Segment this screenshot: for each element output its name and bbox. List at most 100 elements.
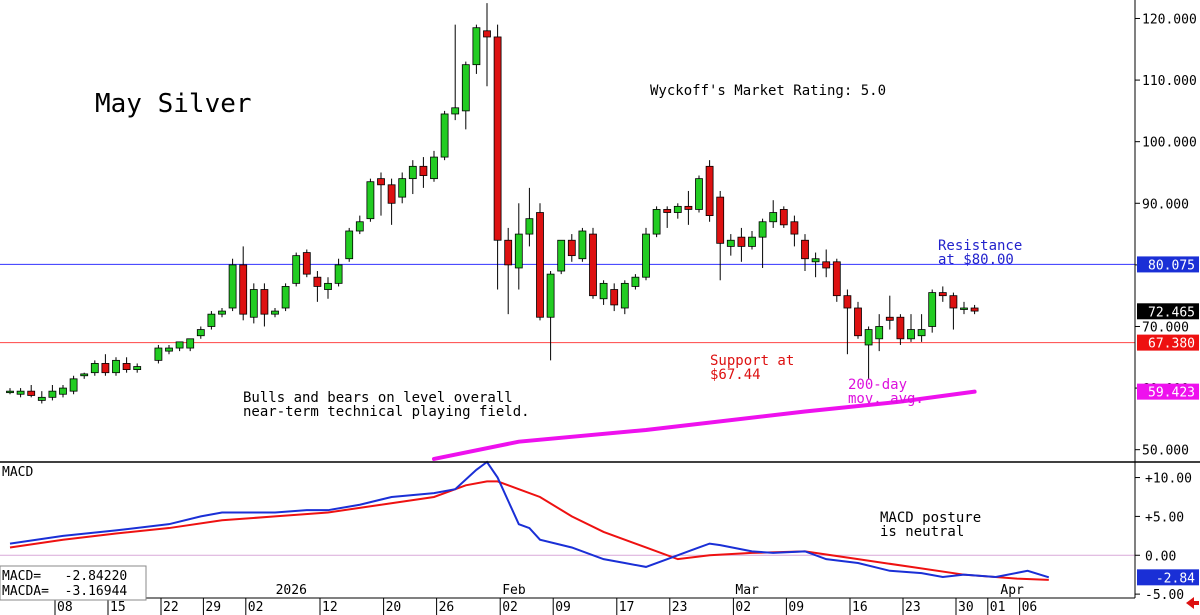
candle (610, 283, 619, 312)
candle (483, 3, 491, 87)
candle (726, 234, 735, 256)
candle-body (726, 239, 735, 247)
date-label: 08 (57, 600, 73, 615)
candle-body (896, 316, 905, 340)
date-label: 02 (735, 600, 751, 615)
candle-body (864, 329, 873, 346)
date-label: 17 (619, 600, 635, 615)
candle (334, 258, 343, 287)
candle-body (758, 221, 767, 238)
candle (695, 175, 703, 213)
candle (514, 203, 523, 290)
candle (960, 301, 968, 315)
candle-body (684, 205, 693, 210)
candle-body (292, 255, 301, 284)
candle (885, 295, 894, 330)
candle-body (27, 390, 36, 396)
price-tick-label: 70.000 (1142, 320, 1189, 335)
candle (175, 341, 184, 352)
candle-body (355, 221, 364, 232)
candle (16, 388, 25, 398)
candle (186, 338, 195, 352)
candle (599, 280, 608, 305)
candle (790, 215, 799, 247)
candle (408, 160, 417, 195)
candle (154, 344, 163, 364)
candle-body (737, 236, 746, 247)
candle-body (567, 239, 576, 257)
support-note-line1: Support at (710, 353, 794, 369)
candle (907, 314, 915, 342)
candle-body (451, 107, 460, 115)
chart-title: May Silver (95, 89, 252, 119)
candle (620, 280, 629, 315)
ma-note-line2: mov. avg. (848, 391, 924, 407)
candle (822, 249, 831, 278)
date-label: 22 (163, 600, 179, 615)
candle (536, 203, 544, 321)
resistance-note-line1: Resistance (938, 238, 1022, 254)
candle (387, 178, 396, 225)
candle-body (165, 347, 173, 352)
candle-body (843, 295, 852, 309)
macd-readout: MACD= -2.84220 MACDA= -3.16944 (0, 565, 147, 601)
candle-body (790, 221, 799, 235)
candle-body (716, 196, 725, 244)
candle (769, 200, 778, 228)
candle (854, 301, 862, 339)
candle-body (663, 209, 672, 213)
candle-body (101, 363, 110, 374)
macd-signal-line (9, 480, 1049, 581)
candle (440, 110, 449, 161)
candle-body (907, 329, 915, 340)
candle (27, 385, 36, 398)
candle-body (525, 218, 534, 235)
candle (737, 227, 746, 262)
date-label: 06 (1022, 600, 1038, 615)
candle-body (801, 239, 809, 260)
macd-panel (0, 460, 1135, 581)
candle (451, 24, 460, 121)
moving-average-line (432, 389, 977, 461)
candle-body (917, 329, 926, 337)
candle (779, 206, 788, 228)
candle-body (48, 390, 57, 398)
candle-body (822, 261, 831, 269)
support-note-line2: $67.44 (710, 367, 761, 383)
candle (970, 304, 979, 315)
candle-body (610, 289, 619, 306)
macd-tick-label: +10.00 (1145, 472, 1192, 487)
candle-body (313, 276, 322, 287)
date-label: 23 (905, 600, 921, 615)
candle (302, 249, 311, 278)
candle (355, 215, 364, 235)
labels: May Silver Wyckoff's Market Rating: 5.0 … (2, 83, 1022, 540)
macd-panel-label: MACD (2, 465, 33, 480)
candle-body (748, 236, 756, 247)
candle (313, 271, 322, 302)
candle-body (472, 27, 481, 66)
candle (207, 311, 216, 330)
candle (652, 206, 661, 238)
candle-body (281, 286, 290, 309)
date-label: 02 (502, 600, 518, 615)
candle-body (960, 307, 968, 310)
macd-posture-line1: MACD posture (880, 510, 981, 526)
resistance-note-line2: at $80.00 (938, 252, 1014, 268)
back-arrow-icon[interactable] (1186, 597, 1199, 609)
price-tick-label: 120.000 (1142, 12, 1197, 27)
candle-body (811, 258, 820, 263)
date-label: 29 (205, 600, 221, 615)
candle (938, 286, 947, 302)
candle-body (186, 338, 195, 349)
candle-body (705, 165, 714, 217)
candle-body (271, 310, 279, 315)
macd-tag: -2.84 (1156, 571, 1195, 586)
price-tag: 67.380 (1148, 337, 1195, 352)
candle (864, 326, 873, 379)
month-label: Apr (1000, 583, 1024, 598)
date-label: 23 (672, 600, 688, 615)
candle (949, 292, 958, 330)
candle-body (345, 230, 354, 260)
